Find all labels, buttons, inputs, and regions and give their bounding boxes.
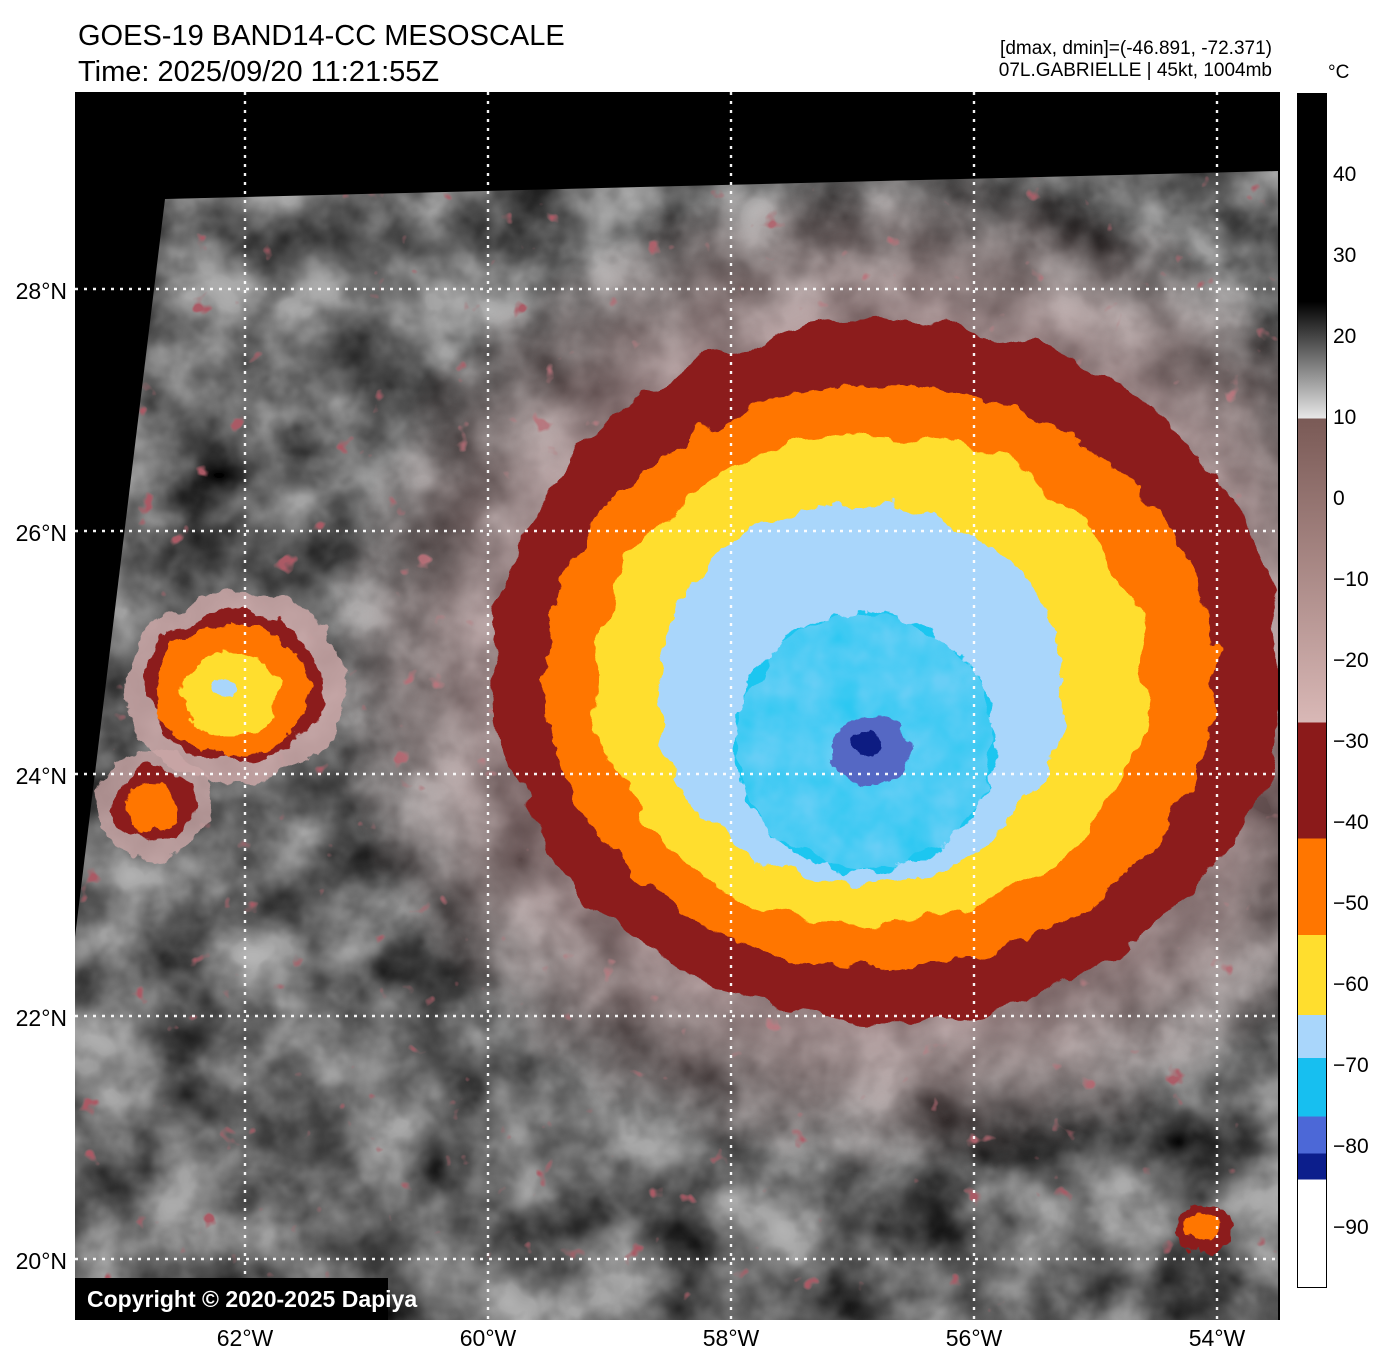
svg-text:Copyright © 2020-2025 Dapiya: Copyright © 2020-2025 Dapiya xyxy=(87,1286,417,1312)
